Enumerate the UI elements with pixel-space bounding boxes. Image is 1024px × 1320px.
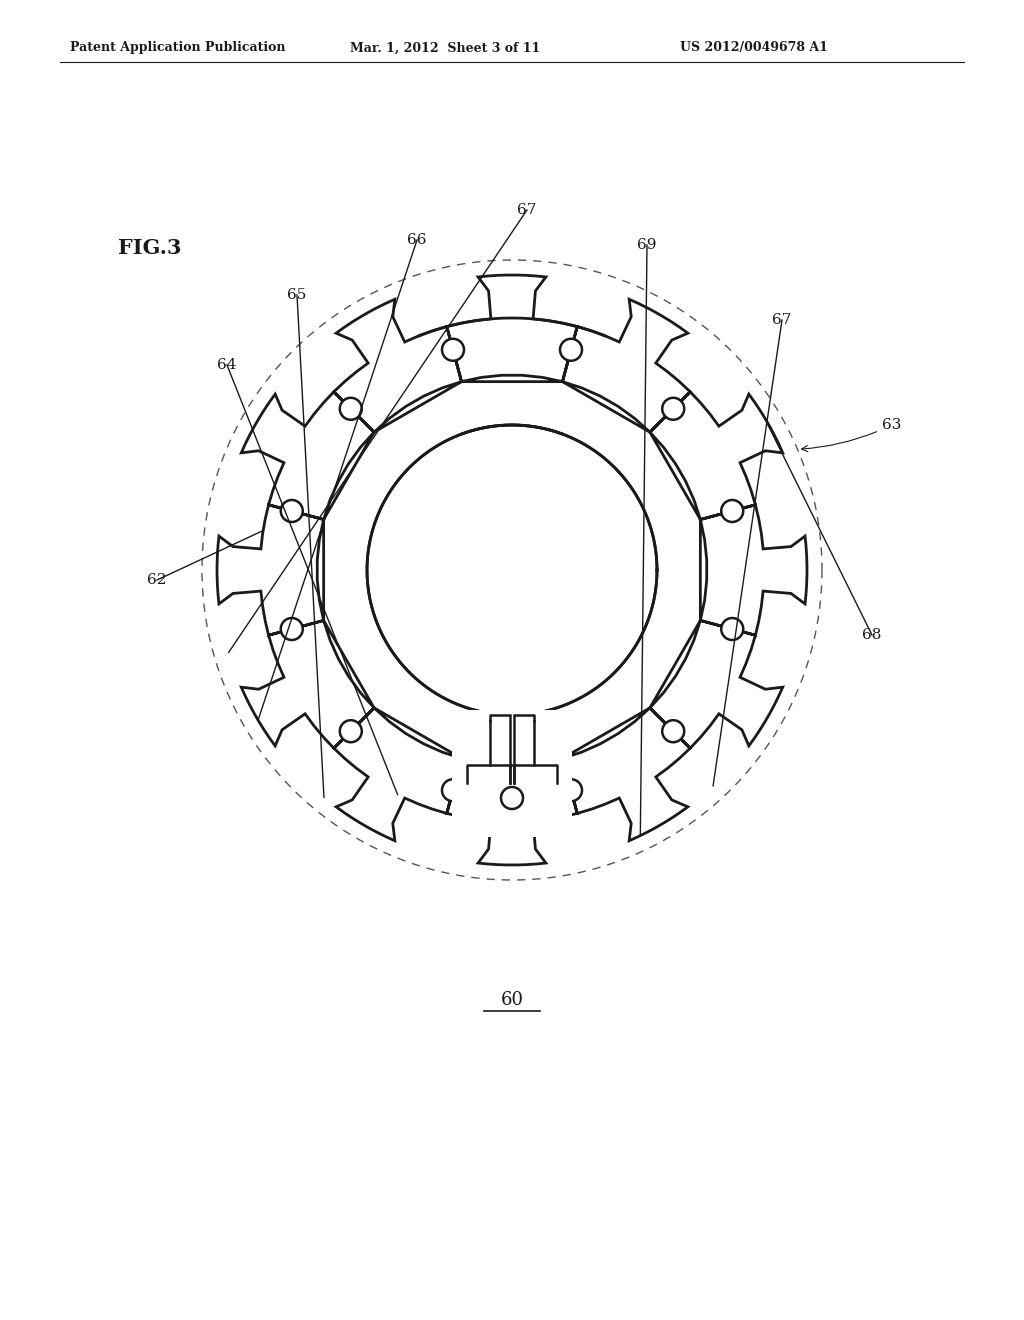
Circle shape <box>281 618 303 640</box>
Text: Mar. 1, 2012  Sheet 3 of 11: Mar. 1, 2012 Sheet 3 of 11 <box>350 41 541 54</box>
Circle shape <box>721 618 743 640</box>
Text: 60: 60 <box>501 991 523 1008</box>
Text: FIG.3: FIG.3 <box>118 238 181 257</box>
Text: 62: 62 <box>147 573 167 587</box>
Text: 66: 66 <box>408 234 427 247</box>
Text: 67: 67 <box>517 203 537 216</box>
Text: Patent Application Publication: Patent Application Publication <box>70 41 286 54</box>
Text: 65: 65 <box>288 288 306 302</box>
Text: 64: 64 <box>217 358 237 372</box>
Text: 68: 68 <box>862 628 882 642</box>
Text: 69: 69 <box>637 238 656 252</box>
Text: 63: 63 <box>802 418 901 451</box>
Circle shape <box>560 779 582 801</box>
Circle shape <box>442 779 464 801</box>
Text: 67: 67 <box>772 313 792 327</box>
Circle shape <box>340 397 361 420</box>
Circle shape <box>663 397 684 420</box>
Circle shape <box>663 721 684 742</box>
Text: US 2012/0049678 A1: US 2012/0049678 A1 <box>680 41 827 54</box>
Circle shape <box>560 339 582 360</box>
Polygon shape <box>217 275 807 865</box>
Circle shape <box>442 339 464 360</box>
Circle shape <box>281 500 303 521</box>
Circle shape <box>721 500 743 521</box>
Polygon shape <box>452 710 572 837</box>
Circle shape <box>501 787 523 809</box>
Circle shape <box>340 721 361 742</box>
